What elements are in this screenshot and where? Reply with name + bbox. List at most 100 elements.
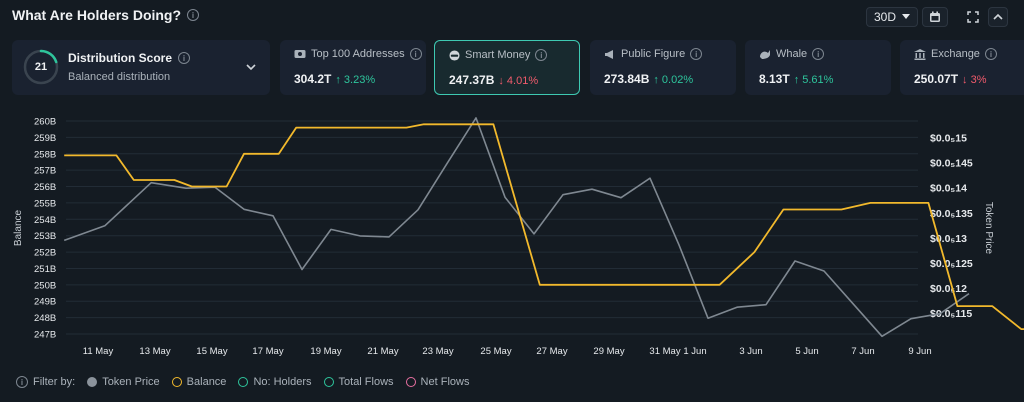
top100-change: ↑ 3.23%	[335, 74, 376, 86]
x-tick-label: 13 May	[139, 346, 170, 357]
info-icon[interactable]: i	[187, 9, 200, 21]
y-tick-label: 247B	[34, 330, 56, 341]
y-tick-label: 260B	[34, 117, 56, 128]
legend-dot-icon	[238, 377, 249, 387]
series-lines	[63, 117, 1024, 338]
x-tick-label: 29 May	[593, 346, 624, 357]
legend-label: Net Flows	[420, 376, 470, 388]
y-tick-label: 254B	[34, 215, 56, 226]
chevron-up-icon	[993, 13, 1003, 20]
calendar-icon	[930, 11, 940, 22]
y2-tick-label: $0.0₅135	[930, 208, 973, 220]
info-icon[interactable]: i	[409, 48, 422, 60]
smart-money-label: Smart Money	[465, 49, 531, 61]
y2-tick-label: $0.0₅125	[930, 258, 973, 270]
distribution-score-sub: Balanced distribution	[68, 71, 171, 83]
legend-label: No: Holders	[253, 376, 312, 388]
y-tick-label: 258B	[34, 149, 56, 160]
exchange-card[interactable]: Exchange i 250.07T ↓ 3%	[900, 40, 1024, 95]
chevron-down-icon[interactable]	[246, 64, 256, 71]
y2-tick-label: $0.0₅15	[930, 133, 967, 145]
legend-item-balance[interactable]: Balance	[171, 376, 227, 388]
info-icon[interactable]: i	[178, 52, 191, 64]
x-tick-label: 7 Jun	[851, 346, 874, 357]
public-figure-card[interactable]: Public Figure i 273.84B ↑ 0.02%	[590, 40, 736, 95]
info-icon[interactable]: i	[16, 376, 28, 388]
y-axis-left: 260B 259B 258B 257B 256B 255B 254B 253B 252B 251B…	[34, 117, 56, 341]
y-axis-right: $0.0₅15 $0.0₅145 $0.0₅14 $0.0₅135 $0.0₅13 $0.…	[930, 133, 973, 321]
info-icon[interactable]: i	[984, 48, 997, 60]
y2-tick-label: $0.0₅12	[930, 283, 967, 295]
series-line-balance[interactable]	[64, 123, 1024, 330]
wallet-icon	[294, 50, 306, 58]
public-figure-change: ↑ 0.02%	[653, 74, 694, 86]
x-tick-label: 17 May	[252, 346, 283, 357]
legend-item-token-price[interactable]: Token Price	[87, 376, 160, 388]
legend-item-net-flows[interactable]: Net Flows	[405, 376, 470, 388]
legend-item-no-holders[interactable]: No: Holders	[238, 376, 312, 388]
y-tick-label: 252B	[34, 248, 56, 259]
filter-label: i Filter by:	[16, 376, 75, 388]
page-title-text: What Are Holders Doing?	[12, 7, 182, 23]
y-tick-label: 251B	[34, 264, 56, 275]
x-tick-label: 31 May	[649, 346, 680, 357]
legend-item-total-flows[interactable]: Total Flows	[323, 376, 394, 388]
collapse-button[interactable]	[988, 7, 1008, 27]
top100-card[interactable]: Top 100 Addresses i 304.2T ↑ 3.23%	[280, 40, 426, 95]
smart-money-value: 247.37B	[449, 73, 495, 87]
y2-tick-label: $0.0₅145	[930, 158, 973, 170]
distribution-score-label: Distribution Score	[68, 51, 173, 65]
x-tick-label: 21 May	[367, 346, 398, 357]
top100-value: 304.2T	[294, 72, 332, 86]
x-tick-label: 15 May	[196, 346, 227, 357]
info-icon[interactable]: i	[535, 49, 548, 61]
distribution-score-card[interactable]: 21 Distribution Score i Balanced distrib…	[12, 40, 270, 95]
y-axis-label: Balance	[13, 209, 24, 246]
y-tick-label: 256B	[34, 182, 56, 193]
x-tick-label: 27 May	[536, 346, 567, 357]
x-tick-label: 1 Jun	[683, 346, 706, 357]
legend-dot-icon	[405, 377, 416, 387]
legend-label: Balance	[186, 376, 227, 388]
whale-change: ↑ 5.61%	[793, 74, 834, 86]
y2-axis-label: Token Price	[983, 202, 994, 255]
public-figure-value: 273.84B	[604, 72, 650, 86]
exchange-label: Exchange	[931, 48, 980, 60]
x-axis: 11 May 13 May 15 May 17 May 19 May 21 May 23 M…	[83, 346, 932, 357]
y2-tick-label: $0.0₅14	[930, 183, 967, 195]
y-tick-label: 249B	[34, 297, 56, 308]
expand-icon	[967, 11, 979, 23]
y2-tick-label: $0.0₅115	[930, 308, 972, 320]
caret-down-icon	[902, 14, 910, 19]
whale-card[interactable]: Whale i 8.13T ↑ 5.61%	[745, 40, 891, 95]
info-icon[interactable]: i	[812, 48, 825, 60]
score-ring	[23, 49, 59, 85]
legend-label: Token Price	[102, 376, 160, 388]
public-figure-label: Public Figure	[621, 48, 686, 60]
chart-grid	[66, 120, 918, 335]
y-tick-label: 259B	[34, 133, 56, 144]
exchange-value: 250.07T	[914, 72, 959, 86]
exchange-change: ↓ 3%	[962, 74, 987, 86]
period-select[interactable]: 30D	[866, 7, 918, 27]
smart-money-card[interactable]: Smart Money i 247.37B ↓ 4.01%	[434, 40, 580, 95]
smart-money-change: ↓ 4.01%	[498, 75, 539, 87]
x-tick-label: 5 Jun	[795, 346, 818, 357]
legend-dot-icon	[323, 377, 334, 387]
info-icon[interactable]: i	[690, 48, 703, 60]
y-tick-label: 253B	[34, 231, 56, 242]
y-tick-label: 257B	[34, 166, 56, 177]
bank-icon	[914, 48, 926, 60]
x-tick-label: 11 May	[83, 346, 114, 357]
y-tick-label: 255B	[34, 198, 56, 209]
y-tick-label: 248B	[34, 313, 56, 324]
fullscreen-button[interactable]	[962, 7, 984, 27]
filter-label-text: Filter by:	[33, 376, 76, 388]
holders-chart: 260B 259B 258B 257B 256B 255B 254B 253B 252B 251B…	[13, 117, 1024, 357]
whale-value: 8.13T	[759, 72, 790, 86]
calendar-button[interactable]	[922, 7, 948, 27]
chart-legend: i Filter by: Token Price Balance No: Holde…	[16, 376, 469, 388]
top100-label: Top 100 Addresses	[311, 48, 405, 60]
score-value: 21	[34, 61, 48, 73]
series-line-token-price[interactable]	[63, 117, 970, 338]
